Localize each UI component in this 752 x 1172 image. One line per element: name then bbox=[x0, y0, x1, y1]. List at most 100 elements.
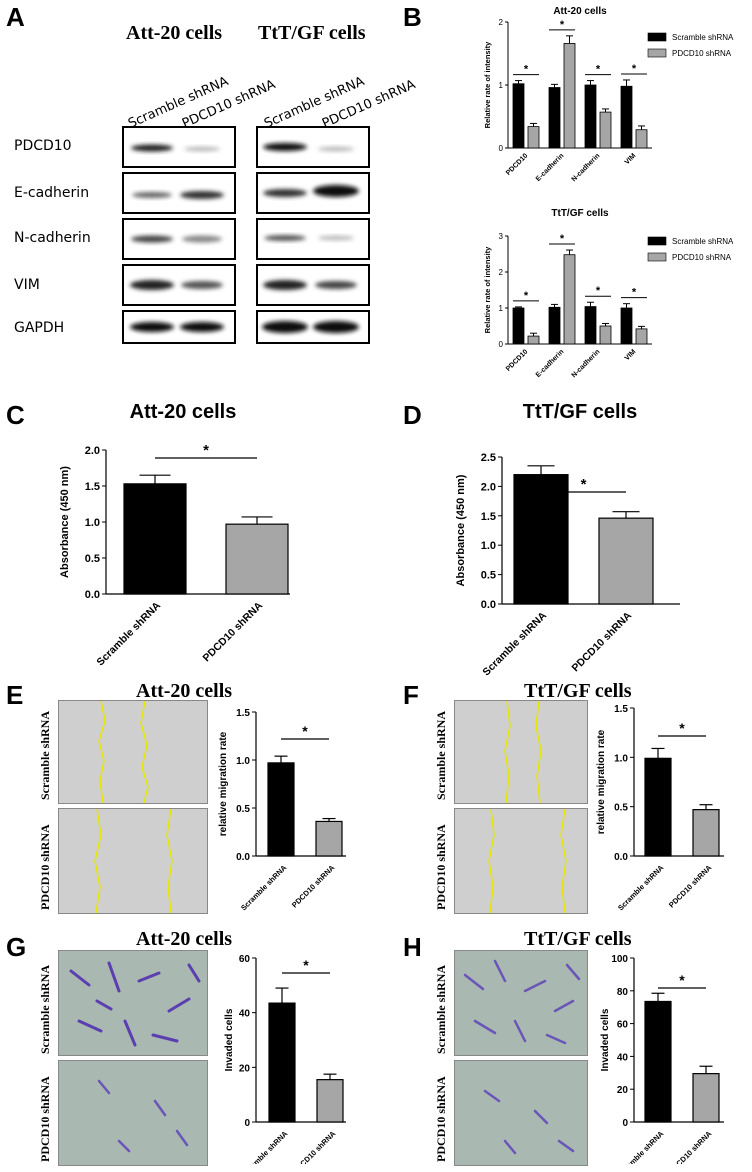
x-tick-label: VIM bbox=[624, 152, 638, 166]
x-tick-label: N-cadherin bbox=[571, 348, 602, 379]
x-tick-label: Scramble shRNA bbox=[616, 863, 666, 912]
panel-letter-d: D bbox=[403, 400, 422, 430]
significance-star: * bbox=[203, 442, 209, 459]
x-tick-label: VIM bbox=[624, 348, 638, 362]
significance-star: * bbox=[679, 972, 685, 988]
x-tick-label: PDCD10 shRNA bbox=[291, 1129, 338, 1164]
y-tick-label: 80 bbox=[617, 987, 629, 998]
blot-box-ecad-tttgf bbox=[256, 172, 370, 214]
x-tick-label: Scramble shRNA bbox=[239, 863, 289, 912]
blot-title-tttgf: TtT/GF cells bbox=[258, 22, 366, 44]
panel-letter-e: E bbox=[6, 680, 24, 710]
blot-box-vim-att20 bbox=[122, 264, 236, 306]
bar bbox=[598, 517, 654, 605]
bar bbox=[599, 325, 612, 345]
legend-label: PDCD10 shRNA bbox=[672, 253, 732, 262]
transwell-image-pdcd10-att20 bbox=[58, 1060, 208, 1166]
protein-label: VIM bbox=[14, 277, 40, 293]
x-tick-label: Scramble shRNA bbox=[616, 1129, 666, 1164]
bar bbox=[635, 328, 648, 345]
transwell-image-pdcd10-tttgf bbox=[454, 1060, 588, 1166]
row-label-pdcd10-h: PDCD10 shRNA bbox=[434, 1076, 448, 1162]
blot-box-ncad-att20 bbox=[122, 218, 236, 260]
bar bbox=[644, 757, 672, 857]
y-tick-label: 0 bbox=[499, 144, 504, 153]
y-tick-label: 1.0 bbox=[614, 753, 628, 764]
panel-letter-b: B bbox=[403, 2, 422, 32]
x-tick-label: PDCD10 shRNA bbox=[667, 863, 714, 910]
chart-title: Att-20 cells bbox=[130, 401, 237, 423]
western-blot-images bbox=[122, 126, 370, 344]
x-tick-label: PDCD10 bbox=[505, 152, 530, 177]
y-tick-label: 1.0 bbox=[236, 756, 250, 767]
y-axis-label: relative migration rate bbox=[596, 729, 607, 834]
row-label-pdcd10-e: PDCD10 shRNA bbox=[38, 824, 52, 910]
y-tick-label: 0.5 bbox=[481, 570, 496, 582]
y-tick-label: 40 bbox=[239, 1009, 251, 1020]
y-tick-label: 1.5 bbox=[481, 511, 496, 523]
y-tick-label: 60 bbox=[239, 954, 251, 965]
y-axis-label: Relative rate of intensity bbox=[483, 41, 492, 129]
y-axis-label: Absorbance (450 nm) bbox=[455, 474, 467, 586]
y-tick-label: 60 bbox=[617, 1020, 629, 1031]
bar bbox=[692, 1073, 720, 1123]
bar bbox=[123, 483, 187, 595]
chart-h-invasion-tttgf: 0 20 40 60 80 100 Invaded cells Scramble shRNA P… bbox=[600, 954, 724, 1164]
legend-swatch bbox=[647, 32, 667, 42]
y-tick-label: 0.0 bbox=[614, 852, 628, 863]
legend-swatch bbox=[647, 236, 667, 246]
bar bbox=[620, 85, 633, 149]
bar bbox=[644, 1000, 672, 1123]
significance-star: * bbox=[679, 720, 685, 736]
chart-e-migration-att20: 0.0 0.5 1.0 1.5 relative migration rate Scram… bbox=[218, 708, 346, 912]
y-tick-label: 0 bbox=[622, 1118, 628, 1129]
bar bbox=[527, 335, 540, 345]
bar bbox=[268, 1002, 296, 1123]
y-tick-label: 0.5 bbox=[614, 803, 628, 814]
scratch-image-pdcd10-tttgf bbox=[454, 808, 588, 914]
bar bbox=[512, 307, 525, 345]
panel-f-title: TtT/GF cells bbox=[524, 680, 632, 702]
panel-letter-h: H bbox=[403, 932, 422, 962]
chart-title: TtT/GF cells bbox=[551, 208, 609, 219]
protein-label: N-cadherin bbox=[14, 230, 91, 246]
y-tick-label: 0.0 bbox=[85, 589, 100, 601]
legend-swatch bbox=[647, 48, 667, 58]
blot-box-gapdh-tttgf bbox=[256, 310, 370, 344]
legend-label: Scramble shRNA bbox=[672, 33, 734, 42]
protein-label: PDCD10 bbox=[14, 138, 72, 154]
panel-g-title: Att-20 cells bbox=[136, 928, 233, 950]
panel-letter-a: A bbox=[6, 2, 25, 32]
x-tick-label: PDCD10 bbox=[505, 348, 530, 373]
bar bbox=[692, 809, 720, 857]
panel-letter-f: F bbox=[403, 680, 419, 710]
y-tick-label: 0.0 bbox=[481, 599, 496, 611]
y-tick-label: 0.0 bbox=[236, 852, 250, 863]
blot-box-pdcd10-tttgf bbox=[256, 126, 370, 168]
y-tick-label: 1.5 bbox=[236, 708, 250, 719]
blot-box-ecad-att20 bbox=[122, 172, 236, 214]
scratch-image-scramble-tttgf bbox=[454, 700, 588, 804]
x-tick-label: Scramble shRNA bbox=[240, 1129, 290, 1164]
y-tick-label: 2 bbox=[499, 18, 504, 27]
x-tick-label: E-cadherin bbox=[535, 348, 566, 379]
y-axis-label: relative migration rate bbox=[218, 731, 229, 836]
bar bbox=[584, 84, 597, 149]
panel-letter-g: G bbox=[6, 932, 27, 962]
significance-star: * bbox=[303, 957, 309, 973]
blot-title-att20: Att-20 cells bbox=[126, 22, 223, 44]
bar bbox=[267, 762, 295, 857]
y-tick-label: 0 bbox=[244, 1118, 250, 1129]
y-tick-label: 1 bbox=[499, 81, 504, 90]
chart-g-invasion-att20: 0 20 40 60 Invaded cells Scramble shRNA PDCD10… bbox=[224, 954, 346, 1164]
y-tick-label: 1.5 bbox=[614, 704, 628, 715]
y-tick-label: 2.0 bbox=[85, 445, 100, 457]
bar bbox=[620, 307, 633, 345]
bar bbox=[316, 1079, 344, 1123]
bar bbox=[527, 126, 540, 149]
x-tick-label: Scramble shRNA bbox=[94, 599, 163, 668]
y-tick-label: 2.0 bbox=[481, 481, 496, 493]
scratch-image-pdcd10-att20 bbox=[58, 808, 208, 914]
blot-box-vim-tttgf bbox=[256, 264, 370, 306]
x-tick-label: E-cadherin bbox=[535, 152, 566, 183]
